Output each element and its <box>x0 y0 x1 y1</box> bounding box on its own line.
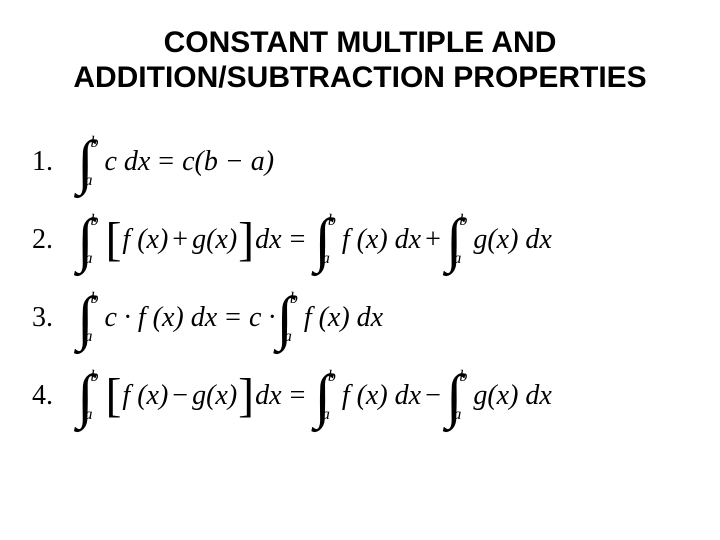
property-1-equation: ∫ b a c dx = c(b − a) <box>76 135 274 189</box>
lower-limit: a <box>453 407 461 423</box>
integrand: c dx <box>104 146 150 178</box>
integral-limits: b a <box>90 135 98 189</box>
equals: = <box>158 146 174 178</box>
upper-limit: b <box>459 213 467 229</box>
property-4-number: 4. <box>32 380 76 412</box>
integral-limits: b a <box>90 291 98 345</box>
integral-icon: ∫ b a <box>76 369 102 423</box>
left-bracket: [ <box>104 221 122 259</box>
term-fdx: f (x) dx <box>342 380 421 412</box>
integral-limits: b a <box>328 369 336 423</box>
plus: + <box>425 224 441 256</box>
upper-limit: b <box>290 291 298 307</box>
integral-limits: b a <box>90 213 98 267</box>
upper-limit: b <box>90 135 98 151</box>
property-3-number: 3. <box>32 302 76 334</box>
equals: = <box>225 302 241 334</box>
term-gdx: g(x) dx <box>473 224 552 256</box>
equals: = <box>290 380 306 412</box>
integral-icon: ∫ b a <box>76 291 102 345</box>
property-1-number: 1. <box>32 146 76 178</box>
slide-title: CONSTANT MULTIPLE AND ADDITION/SUBTRACTI… <box>30 26 690 95</box>
lhs-body: c · f (x) dx <box>104 302 217 334</box>
upper-limit: b <box>90 213 98 229</box>
integral-icon: ∫ b a <box>275 291 301 345</box>
integral-icon: ∫ b a <box>445 369 471 423</box>
title-line-2: ADDITION/SUBTRACTION PROPERTIES <box>73 61 646 94</box>
term-fdx: f (x) dx <box>342 224 421 256</box>
term-g: g(x) <box>192 224 237 256</box>
integral-icon: ∫ b a <box>76 213 102 267</box>
properties-list: 1. ∫ b a c dx = c(b − a) 2. <box>30 135 690 423</box>
lower-limit: a <box>322 251 330 267</box>
rhs-pre: c · <box>249 302 275 334</box>
equals: = <box>290 224 306 256</box>
upper-limit: b <box>328 369 336 385</box>
right-bracket: ] <box>237 221 255 259</box>
integral-limits: b a <box>290 291 298 345</box>
slide: CONSTANT MULTIPLE AND ADDITION/SUBTRACTI… <box>0 0 720 540</box>
property-2: 2. ∫ b a [ f (x) + g(x) ] dx = <box>32 213 690 267</box>
lower-limit: a <box>84 173 92 189</box>
integral-limits: b a <box>459 213 467 267</box>
lower-limit: a <box>284 329 292 345</box>
property-4: 4. ∫ b a [ f (x) − g(x) ] dx = <box>32 369 690 423</box>
upper-limit: b <box>90 291 98 307</box>
plus: + <box>172 224 188 256</box>
property-1: 1. ∫ b a c dx = c(b − a) <box>32 135 690 189</box>
lower-limit: a <box>84 251 92 267</box>
upper-limit: b <box>90 369 98 385</box>
term-g: g(x) <box>192 380 237 412</box>
rhs-body: f (x) dx <box>304 302 383 334</box>
upper-limit: b <box>459 369 467 385</box>
minus: − <box>172 380 188 412</box>
property-2-number: 2. <box>32 224 76 256</box>
rhs: c(b − a) <box>182 146 274 178</box>
integral-icon: ∫ b a <box>313 213 339 267</box>
integral-limits: b a <box>90 369 98 423</box>
integral-icon: ∫ b a <box>76 135 102 189</box>
term-gdx: g(x) dx <box>473 380 552 412</box>
property-3-equation: ∫ b a c · f (x) dx = c · ∫ b a <box>76 291 383 345</box>
dx: dx <box>255 224 281 256</box>
lower-limit: a <box>322 407 330 423</box>
dx: dx <box>255 380 281 412</box>
lower-limit: a <box>84 407 92 423</box>
term-f: f (x) <box>122 380 168 412</box>
integral-icon: ∫ b a <box>313 369 339 423</box>
minus: − <box>425 380 441 412</box>
upper-limit: b <box>328 213 336 229</box>
left-bracket: [ <box>104 377 122 415</box>
property-3: 3. ∫ b a c · f (x) dx = c · ∫ b <box>32 291 690 345</box>
lower-limit: a <box>453 251 461 267</box>
integral-icon: ∫ b a <box>445 213 471 267</box>
right-bracket: ] <box>237 377 255 415</box>
lower-limit: a <box>84 329 92 345</box>
property-4-equation: ∫ b a [ f (x) − g(x) ] dx = ∫ <box>76 369 552 423</box>
integral-limits: b a <box>459 369 467 423</box>
property-2-equation: ∫ b a [ f (x) + g(x) ] dx = ∫ <box>76 213 552 267</box>
term-f: f (x) <box>122 224 168 256</box>
title-line-1: CONSTANT MULTIPLE AND <box>164 26 557 59</box>
integral-limits: b a <box>328 213 336 267</box>
